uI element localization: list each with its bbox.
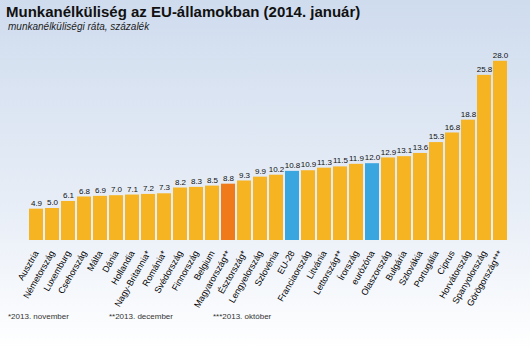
svg-text:eurózóna: eurózóna <box>349 248 377 287</box>
html-text:*2013. november: *2013. november <box>8 312 69 321</box>
svg-text:11.5: 11.5 <box>333 156 349 165</box>
svg-text:Németország: Németország <box>21 248 57 301</box>
svg-text:28.0: 28.0 <box>493 51 509 60</box>
svg-text:Szlovákia: Szlovákia <box>396 248 425 288</box>
svg-text:8.2: 8.2 <box>175 178 187 187</box>
svg-text:Luxemburg: Luxemburg <box>41 248 73 293</box>
svg-text:12.0: 12.0 <box>365 153 381 162</box>
svg-text:Málta: Málta <box>85 248 105 273</box>
svg-text:Írország: Írország <box>335 248 361 283</box>
svg-text:12.9: 12.9 <box>381 148 397 157</box>
svg-text:Ciprus: Ciprus <box>435 248 457 277</box>
svg-text:Csehország: Csehország <box>56 249 89 296</box>
svg-text:Szlovénia: Szlovénia <box>252 248 281 288</box>
svg-text:18.8: 18.8 <box>461 110 477 119</box>
svg-text:Románia*: Románia* <box>140 248 169 289</box>
svg-text:Nagy-Britannia*: Nagy-Britannia* <box>112 248 153 309</box>
svg-text:7.2: 7.2 <box>143 184 155 193</box>
svg-text:8.5: 8.5 <box>207 176 219 185</box>
svg-text:10.9: 10.9 <box>301 160 317 169</box>
svg-text:Spanyolország: Spanyolország <box>450 248 489 306</box>
svg-text:25.8: 25.8 <box>477 65 493 74</box>
svg-text:6.9: 6.9 <box>95 186 107 195</box>
svg-text:11.9: 11.9 <box>349 154 365 163</box>
html-text:**2013. december: **2013. december <box>108 312 173 321</box>
svg-text:Dánia: Dánia <box>100 248 121 275</box>
svg-text:13.6: 13.6 <box>413 143 429 152</box>
svg-text:6.1: 6.1 <box>63 191 75 200</box>
svg-text:Ausztria: Ausztria <box>15 248 41 283</box>
svg-text:Finnország: Finnország <box>169 248 201 293</box>
svg-text:8.8: 8.8 <box>223 174 235 183</box>
svg-text:Észtország*: Észtország* <box>216 248 249 296</box>
svg-text:Magyarország**: Magyarország** <box>192 248 233 310</box>
svg-text:4.9: 4.9 <box>31 199 43 208</box>
svg-text:Belgium: Belgium <box>191 248 217 283</box>
svg-text:EU-28: EU-28 <box>275 248 297 276</box>
html-text:***2013. október: ***2013. október <box>213 312 272 321</box>
svg-text:9.9: 9.9 <box>255 167 267 176</box>
svg-text:Portugália: Portugália <box>411 248 441 289</box>
svg-text:Hollandia: Hollandia <box>109 248 137 287</box>
svg-text:8.3: 8.3 <box>191 177 203 186</box>
svg-text:Lettország**: Lettország** <box>311 248 345 297</box>
svg-text:7.0: 7.0 <box>111 185 123 194</box>
svg-text:9.3: 9.3 <box>239 171 251 180</box>
svg-text:10.2: 10.2 <box>269 165 285 174</box>
svg-text:11.3: 11.3 <box>317 158 333 167</box>
svg-text:7.3: 7.3 <box>159 183 171 192</box>
svg-text:Bulgária: Bulgária <box>383 248 409 283</box>
svg-text:15.3: 15.3 <box>429 132 445 141</box>
svg-text:7.1: 7.1 <box>127 185 139 194</box>
html-text:Munkanélküliség az EU-államokb: Munkanélküliség az EU-államokban (2014. … <box>6 3 361 20</box>
svg-text:10.8: 10.8 <box>285 161 301 170</box>
svg-text:Lengyelország: Lengyelország <box>226 248 265 305</box>
svg-text:Görögország***: Görögország*** <box>465 249 505 309</box>
svg-text:Olaszország: Olaszország <box>359 248 393 298</box>
svg-text:5.0: 5.0 <box>47 198 59 207</box>
svg-text:16.8: 16.8 <box>445 123 461 132</box>
svg-text:6.8: 6.8 <box>79 187 91 196</box>
html-text:munkanélküliségi ráta, százalé: munkanélküliségi ráta, százalék <box>8 21 150 32</box>
svg-text:Horvátország: Horvátország <box>437 248 473 301</box>
svg-text:13.1: 13.1 <box>397 146 413 155</box>
svg-text:Franciaország: Franciaország <box>275 248 313 304</box>
svg-text:Litvánia: Litvánia <box>304 248 329 281</box>
svg-text:Svédország: Svédország <box>152 248 185 296</box>
